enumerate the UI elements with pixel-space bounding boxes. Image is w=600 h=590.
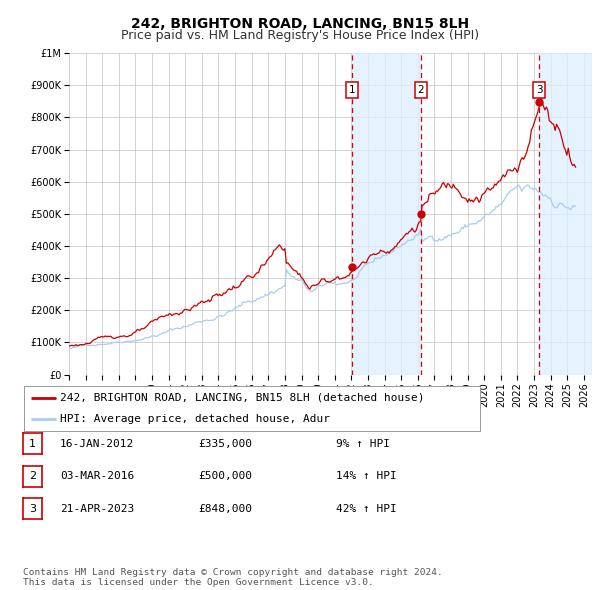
Text: 3: 3 xyxy=(29,504,36,513)
Text: 2: 2 xyxy=(418,85,424,95)
Bar xyxy=(539,53,592,375)
Text: 42% ↑ HPI: 42% ↑ HPI xyxy=(336,504,397,513)
Text: Contains HM Land Registry data © Crown copyright and database right 2024.
This d: Contains HM Land Registry data © Crown c… xyxy=(23,568,443,587)
Text: £500,000: £500,000 xyxy=(198,471,252,481)
Text: 242, BRIGHTON ROAD, LANCING, BN15 8LH: 242, BRIGHTON ROAD, LANCING, BN15 8LH xyxy=(131,17,469,31)
Text: 03-MAR-2016: 03-MAR-2016 xyxy=(60,471,134,481)
Text: 21-APR-2023: 21-APR-2023 xyxy=(60,504,134,513)
Text: £848,000: £848,000 xyxy=(198,504,252,513)
Text: 9% ↑ HPI: 9% ↑ HPI xyxy=(336,439,390,448)
Text: Price paid vs. HM Land Registry's House Price Index (HPI): Price paid vs. HM Land Registry's House … xyxy=(121,29,479,42)
Bar xyxy=(352,53,421,375)
Text: 14% ↑ HPI: 14% ↑ HPI xyxy=(336,471,397,481)
Text: £335,000: £335,000 xyxy=(198,439,252,448)
Text: 16-JAN-2012: 16-JAN-2012 xyxy=(60,439,134,448)
Text: HPI: Average price, detached house, Adur: HPI: Average price, detached house, Adur xyxy=(61,414,331,424)
Text: 242, BRIGHTON ROAD, LANCING, BN15 8LH (detached house): 242, BRIGHTON ROAD, LANCING, BN15 8LH (d… xyxy=(61,393,425,403)
Text: 2: 2 xyxy=(29,471,36,481)
Text: 1: 1 xyxy=(349,85,355,95)
Text: 1: 1 xyxy=(29,439,36,448)
Text: 3: 3 xyxy=(536,85,542,95)
